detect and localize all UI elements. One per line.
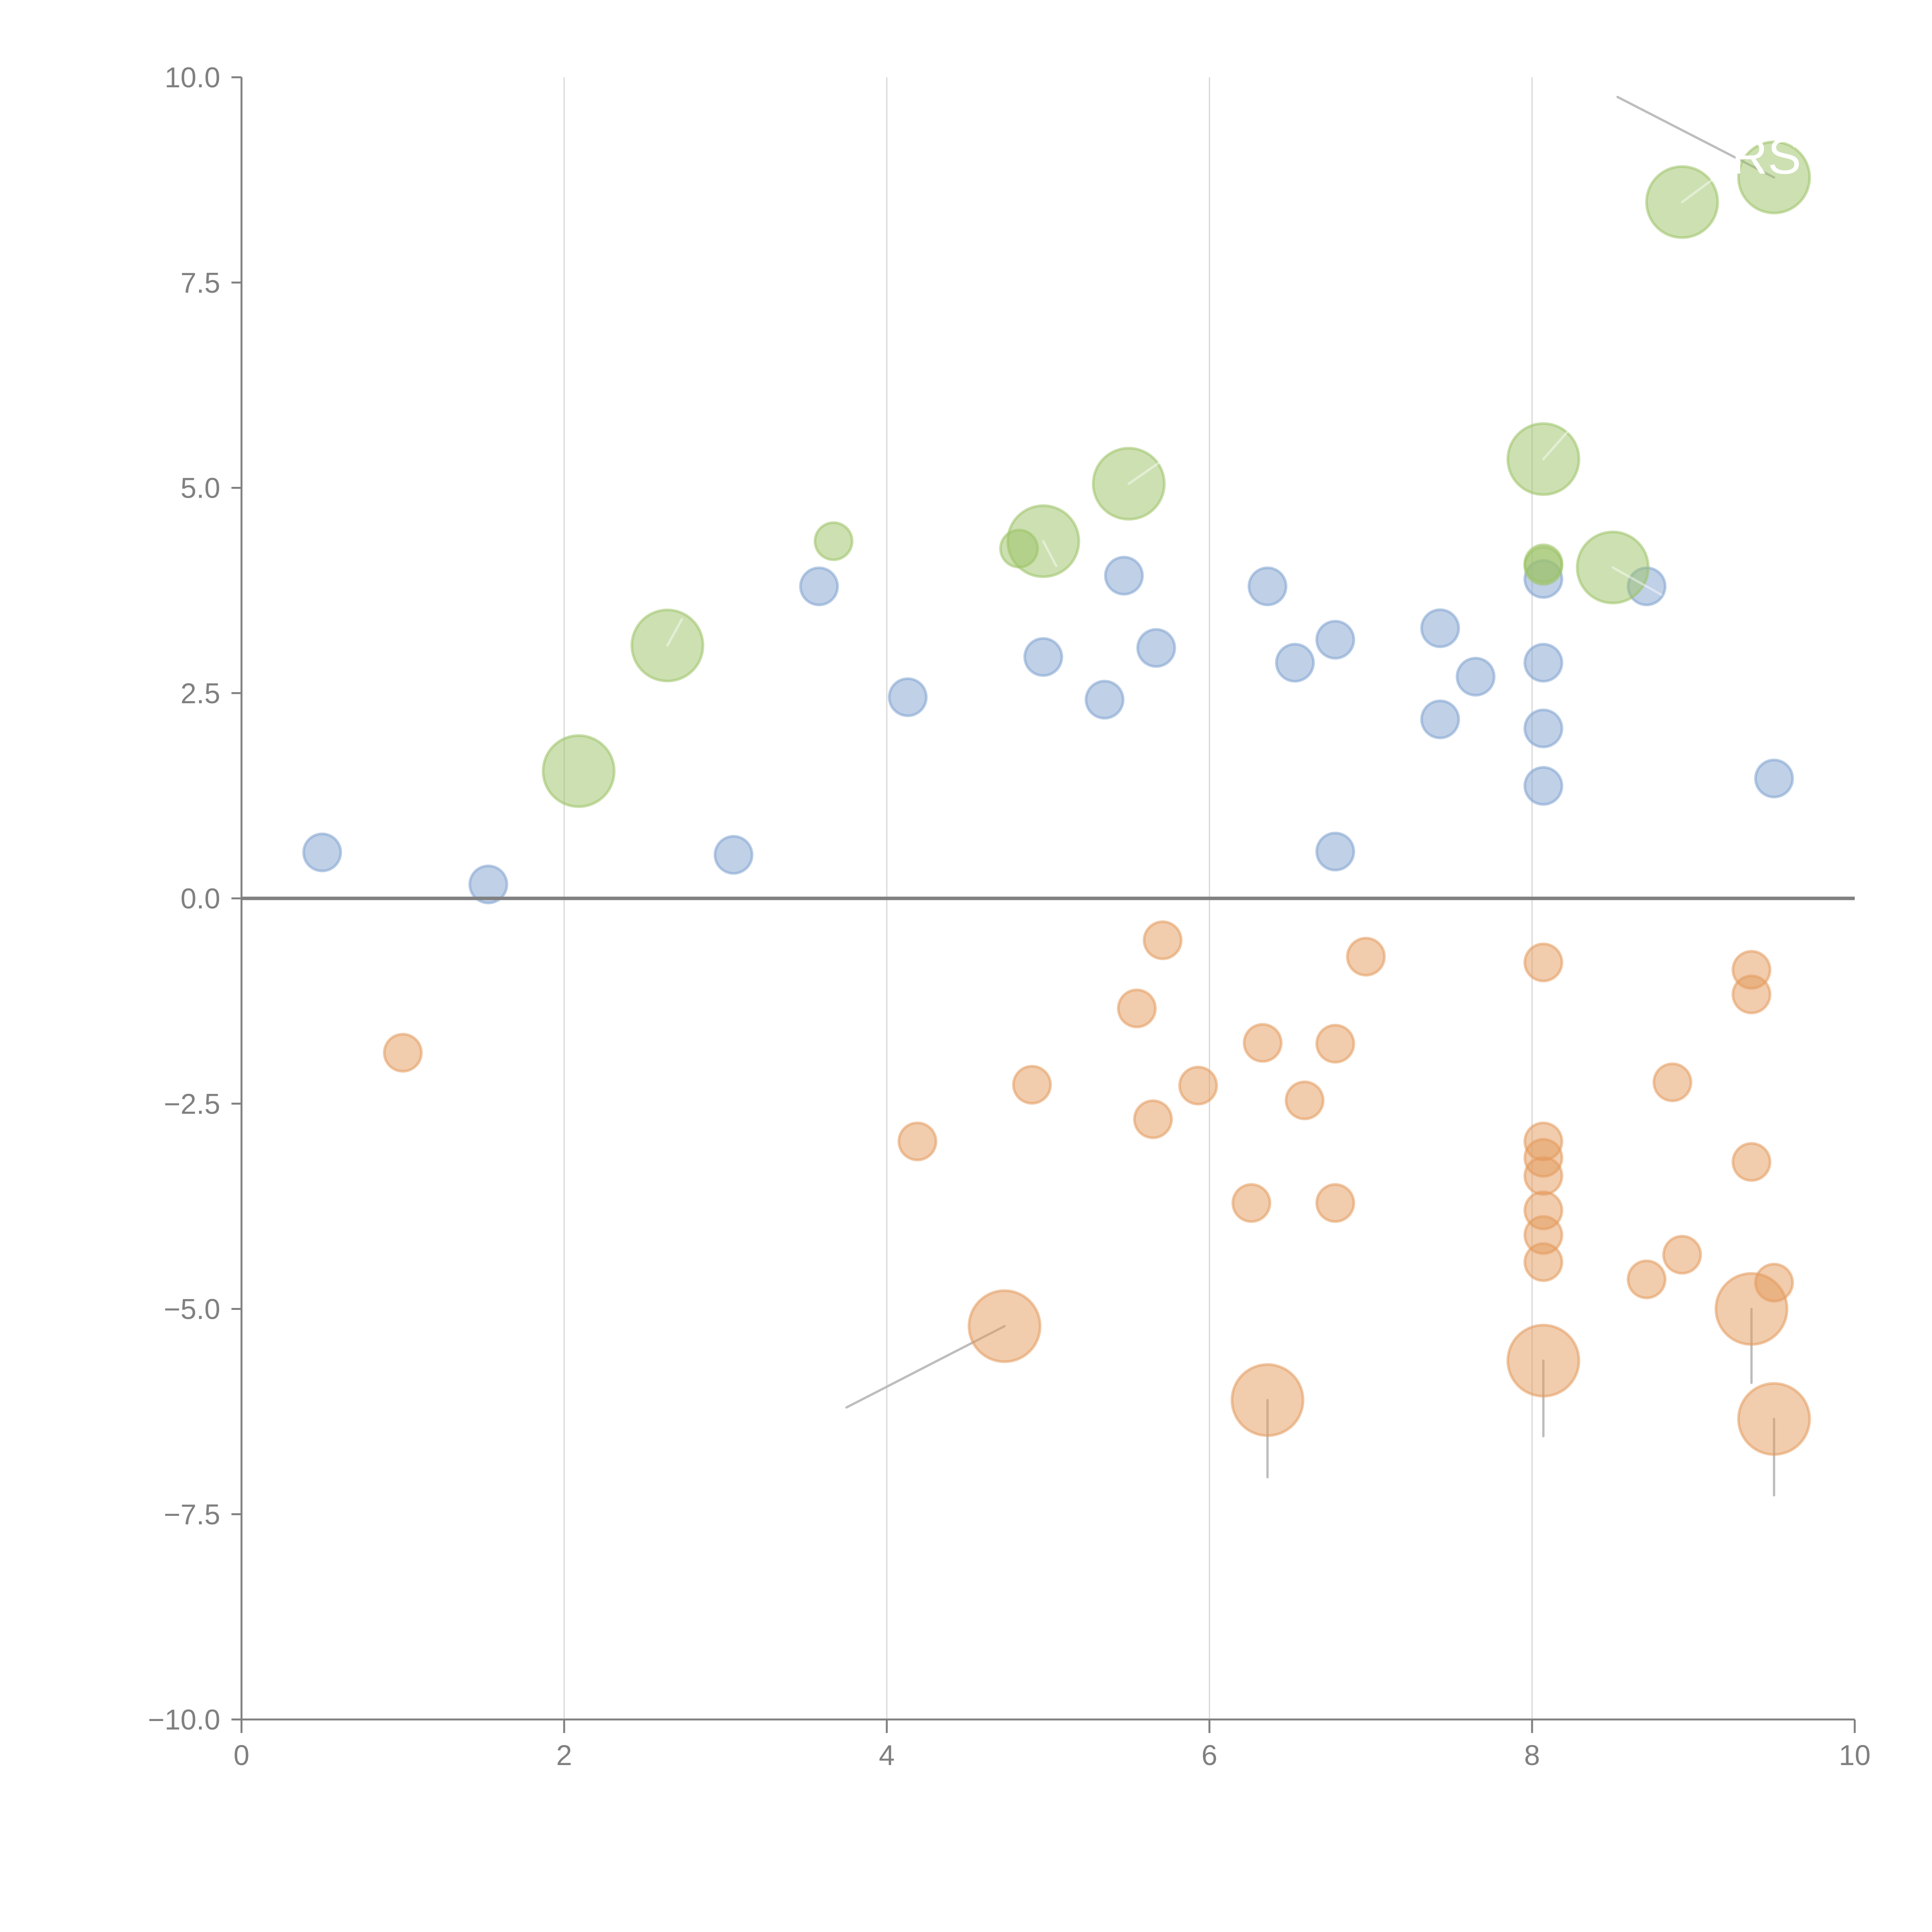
y-tick-label: 0.0 <box>180 883 220 915</box>
data-point[interactable] <box>897 1121 937 1162</box>
series-blue <box>302 556 1794 905</box>
series-green <box>813 521 1563 586</box>
data-point[interactable] <box>1247 566 1287 606</box>
data-point[interactable] <box>1714 1272 1789 1346</box>
data-point[interactable] <box>1737 140 1811 214</box>
data-point[interactable] <box>1523 708 1563 748</box>
y-tick-label: 10.0 <box>165 61 220 94</box>
data-point[interactable] <box>1346 937 1386 977</box>
x-tick-label: 2 <box>556 1739 572 1771</box>
data-point[interactable] <box>1231 1183 1272 1223</box>
data-point[interactable] <box>1652 1062 1692 1102</box>
data-point[interactable] <box>1104 556 1144 596</box>
data-point[interactable] <box>1523 1242 1563 1282</box>
x-tick-label: 0 <box>233 1739 249 1771</box>
data-point[interactable] <box>542 734 616 808</box>
data-point[interactable] <box>383 1033 423 1073</box>
series-green-large <box>542 140 1811 808</box>
leader-line <box>1611 566 1662 596</box>
data-point[interactable] <box>1023 637 1063 677</box>
data-point[interactable] <box>1737 1382 1811 1456</box>
y-tick-label: 5.0 <box>180 472 220 504</box>
data-points <box>302 140 1811 1456</box>
data-point[interactable] <box>1523 643 1563 683</box>
point-label: RS <box>1731 128 1801 184</box>
data-point[interactable] <box>1243 1023 1283 1063</box>
series-orange-large <box>968 1272 1811 1456</box>
data-point[interactable] <box>630 609 704 682</box>
data-point[interactable] <box>1662 1235 1702 1275</box>
data-point[interactable] <box>813 521 854 561</box>
data-point[interactable] <box>1576 531 1650 605</box>
data-point[interactable] <box>1626 1259 1667 1299</box>
series-orange <box>383 920 1794 1303</box>
data-point[interactable] <box>1133 1099 1173 1139</box>
data-point[interactable] <box>1731 975 1772 1015</box>
data-point[interactable] <box>1006 504 1080 578</box>
leader-line <box>1042 540 1058 567</box>
y-tick-label: 2.5 <box>180 677 220 709</box>
data-point[interactable] <box>1754 759 1794 799</box>
data-point[interactable] <box>1117 988 1157 1029</box>
x-tick-label: 8 <box>1524 1739 1540 1771</box>
axes: 10.0 7.5 5.0 2.5 0.0 −2.5 −5.0 −7.5 −10.0 0 2 4 6 8 10 <box>148 61 1871 1771</box>
leader-line <box>666 618 683 647</box>
data-point[interactable] <box>1506 422 1580 496</box>
data-point[interactable] <box>302 832 342 872</box>
y-tick-label: −2.5 <box>164 1088 220 1120</box>
data-point[interactable] <box>1731 1142 1772 1182</box>
x-tick-label: 4 <box>879 1739 895 1771</box>
leader-line <box>1128 458 1166 485</box>
data-point[interactable] <box>1275 643 1315 683</box>
leader-line <box>1681 175 1719 203</box>
data-point[interactable] <box>1315 620 1355 660</box>
leader-line <box>1542 425 1574 461</box>
data-point[interactable] <box>713 835 753 875</box>
data-point[interactable] <box>1085 680 1125 720</box>
x-tick-label: 10 <box>1839 1739 1871 1771</box>
data-point[interactable] <box>1315 832 1355 872</box>
data-point[interactable] <box>468 864 509 905</box>
point-labels: RS <box>666 128 1801 647</box>
data-point[interactable] <box>968 1289 1042 1363</box>
data-point[interactable] <box>1315 1183 1355 1223</box>
data-point[interactable] <box>1092 447 1166 521</box>
x-tick-label: 6 <box>1201 1739 1217 1771</box>
data-point[interactable] <box>799 566 839 606</box>
data-point[interactable] <box>1230 1363 1304 1437</box>
data-point[interactable] <box>1523 1156 1563 1196</box>
data-point[interactable] <box>1645 165 1719 239</box>
y-tick-label: −7.5 <box>164 1498 220 1531</box>
data-point[interactable] <box>1143 920 1183 960</box>
data-point[interactable] <box>1315 1024 1355 1064</box>
data-point[interactable] <box>1420 608 1460 648</box>
y-tick-label: −10.0 <box>148 1704 220 1736</box>
data-point[interactable] <box>1284 1080 1325 1121</box>
data-point[interactable] <box>1012 1065 1052 1105</box>
data-point[interactable] <box>1456 656 1496 697</box>
data-point[interactable] <box>1136 628 1176 668</box>
data-point[interactable] <box>1523 942 1563 983</box>
data-point[interactable] <box>888 677 928 717</box>
data-point[interactable] <box>1523 543 1563 583</box>
y-tick-label: 7.5 <box>180 267 220 299</box>
data-point[interactable] <box>1178 1066 1218 1105</box>
y-tick-label: −5.0 <box>164 1293 220 1325</box>
data-point[interactable] <box>1506 1323 1580 1398</box>
data-point[interactable] <box>1420 699 1460 740</box>
data-point[interactable] <box>1523 766 1563 806</box>
